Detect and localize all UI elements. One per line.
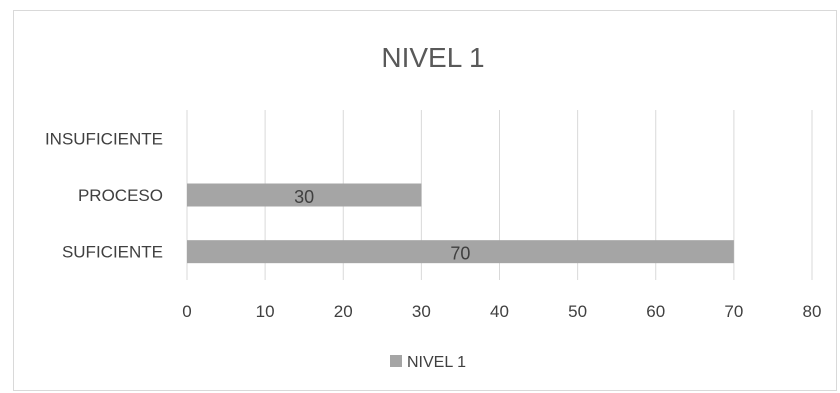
data-label: 70 xyxy=(450,244,470,264)
bars: 30 70 xyxy=(187,183,734,264)
x-tick-label: 50 xyxy=(568,302,587,321)
x-tick-label: 0 xyxy=(182,302,191,321)
bar xyxy=(187,240,734,264)
bar xyxy=(187,183,422,207)
category-label: SUFICIENTE xyxy=(62,243,163,262)
x-tick-label: 60 xyxy=(646,302,665,321)
legend-swatch xyxy=(390,355,402,367)
category-labels: INSUFICIENTE PROCESO SUFICIENTE xyxy=(45,129,163,261)
category-label: INSUFICIENTE xyxy=(45,129,163,148)
x-tick-labels: 0 10 20 30 40 50 60 70 80 xyxy=(182,302,821,321)
legend-label: NIVEL 1 xyxy=(407,354,466,371)
x-tick-label: 40 xyxy=(490,302,509,321)
x-tick-label: 10 xyxy=(256,302,275,321)
category-label: PROCESO xyxy=(78,186,163,205)
x-tick-label: 80 xyxy=(803,302,822,321)
x-tick-label: 20 xyxy=(334,302,353,321)
x-tick-label: 70 xyxy=(724,302,743,321)
chart-title: NIVEL 1 xyxy=(381,42,484,73)
chart-frame xyxy=(13,10,837,391)
legend: NIVEL 1 xyxy=(390,354,466,371)
x-tick-label: 30 xyxy=(412,302,431,321)
data-label: 30 xyxy=(294,187,314,207)
